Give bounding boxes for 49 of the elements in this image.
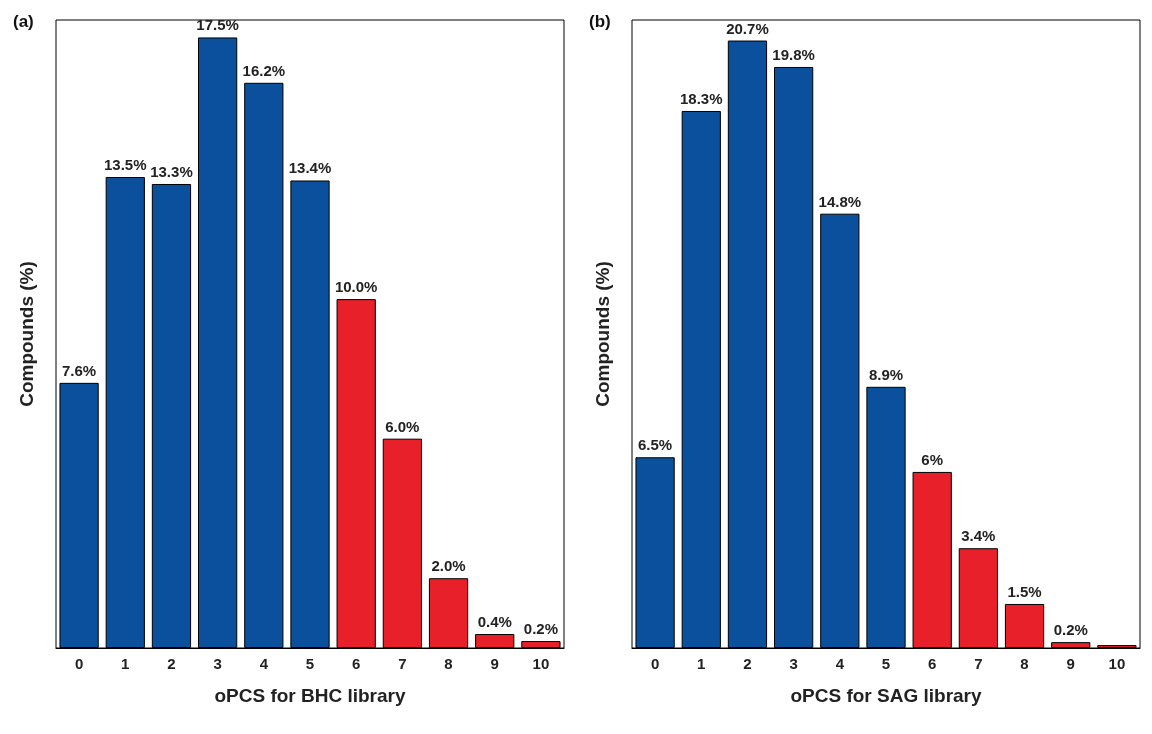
data-label: 2.0% bbox=[431, 557, 466, 575]
data-label: 13.5% bbox=[104, 156, 147, 173]
data-label: 3.4% bbox=[961, 527, 996, 545]
x-tick-label: 3 bbox=[213, 655, 222, 672]
data-label: 18.3% bbox=[680, 89, 723, 107]
data-label: 0.4% bbox=[477, 613, 512, 631]
x-tick-label: 6 bbox=[928, 655, 937, 672]
data-label: 19.8% bbox=[772, 45, 815, 63]
chart-title: (a) bbox=[13, 12, 34, 31]
data-label: 0.2% bbox=[523, 620, 559, 638]
y-axis-title: Compounds (%) bbox=[16, 261, 37, 407]
y-axis-title: Compounds (%) bbox=[592, 261, 613, 407]
data-label: 7.6% bbox=[61, 361, 97, 379]
data-label: 16.2% bbox=[242, 61, 286, 79]
data-label: 6% bbox=[921, 450, 944, 468]
data-label: 1.5% bbox=[1007, 582, 1042, 600]
x-tick-label: 0 bbox=[74, 655, 84, 672]
data-label: 17.5% bbox=[196, 16, 239, 34]
data-label: 6.0% bbox=[385, 417, 420, 435]
x-tick-label: 0 bbox=[650, 655, 660, 672]
x-tick-label: 3 bbox=[789, 655, 798, 672]
x-tick-label: 8 bbox=[444, 655, 453, 672]
x-tick-label: 2 bbox=[743, 655, 752, 672]
x-tick-label: 10 bbox=[1108, 655, 1126, 672]
x-tick-label: 9 bbox=[1066, 655, 1075, 672]
data-label: 14.8% bbox=[818, 192, 862, 210]
x-tick-label: 4 bbox=[835, 655, 845, 672]
x-tick-label: 8 bbox=[1020, 655, 1029, 672]
chart-title: (b) bbox=[589, 12, 611, 31]
data-label: 20.7% bbox=[726, 19, 769, 37]
x-tick-label: 1 bbox=[121, 655, 130, 672]
x-tick-label: 5 bbox=[881, 655, 891, 672]
x-tick-label: 10 bbox=[532, 655, 550, 672]
x-axis-title: oPCS for BHC library bbox=[214, 685, 406, 706]
data-label: 13.4% bbox=[288, 159, 332, 177]
x-tick-label: 9 bbox=[490, 655, 499, 672]
x-tick-label: 7 bbox=[974, 655, 983, 672]
x-tick-label: 6 bbox=[352, 655, 361, 672]
x-axis-title: oPCS for SAG library bbox=[790, 685, 982, 706]
x-tick-label: 1 bbox=[697, 655, 706, 672]
x-tick-label: 4 bbox=[259, 655, 269, 672]
data-label: 13.3% bbox=[150, 162, 193, 180]
data-label: 8.9% bbox=[868, 365, 904, 383]
x-tick-label: 2 bbox=[167, 655, 176, 672]
data-label: 10.0% bbox=[334, 278, 378, 296]
x-tick-label: 7 bbox=[398, 655, 407, 672]
x-tick-label: 5 bbox=[305, 655, 315, 672]
data-label: 6.5% bbox=[637, 436, 673, 454]
data-label: 0.2% bbox=[1053, 621, 1088, 639]
